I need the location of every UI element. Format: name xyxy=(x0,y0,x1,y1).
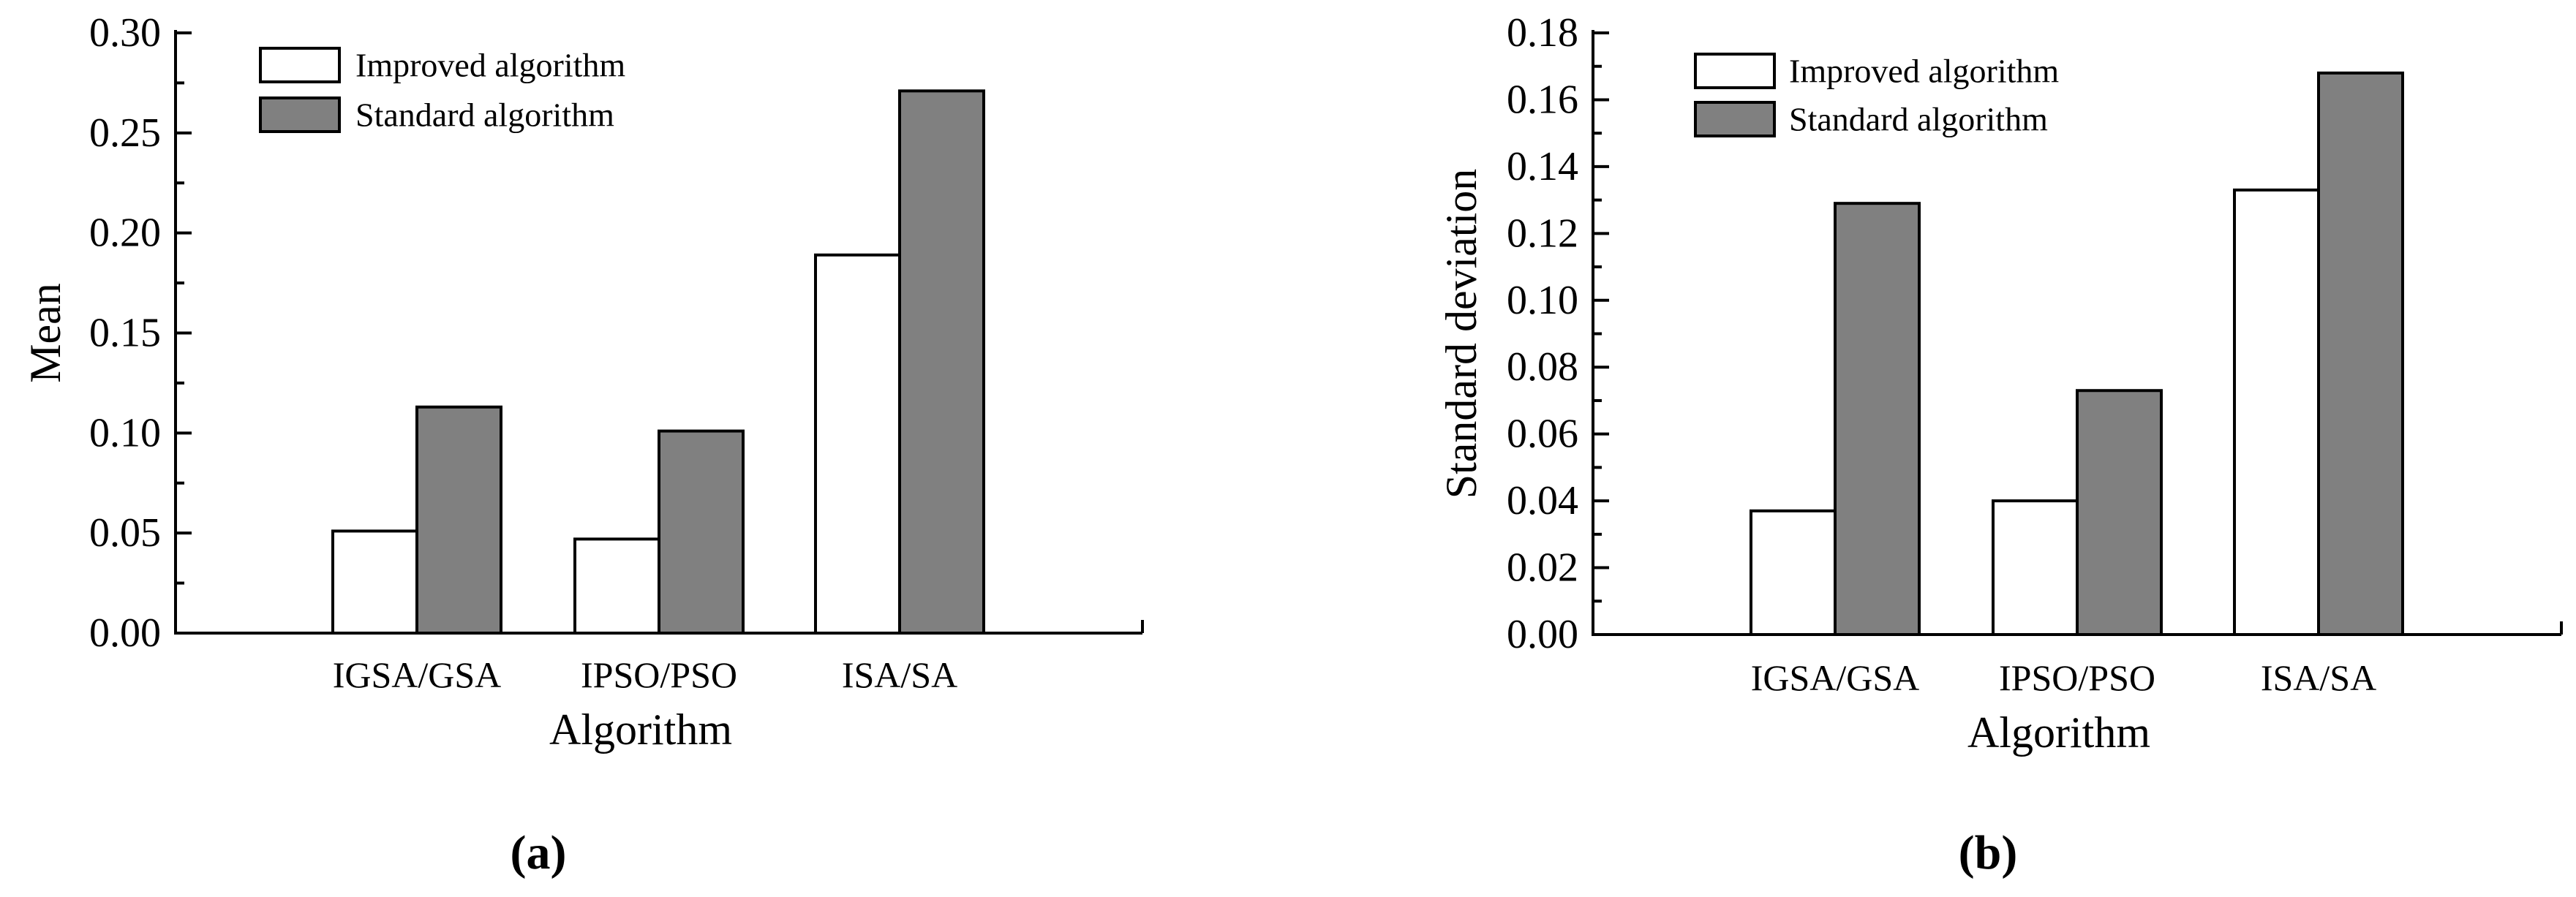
y-tick-label: 0.16 xyxy=(1507,77,1578,122)
bar-standard-1 xyxy=(415,405,502,635)
y-tick-label: 0.14 xyxy=(1507,144,1578,189)
bar-improved-3 xyxy=(2233,188,2320,636)
x-category-label: IGSA/GSA xyxy=(1751,657,1920,698)
x-axis-title: Algorithm xyxy=(1967,708,2150,757)
y-axis-title: Mean xyxy=(21,283,69,383)
y-tick-label: 0.00 xyxy=(1507,612,1578,657)
y-tick-label: 0.04 xyxy=(1507,478,1578,523)
y-tick-label: 0.18 xyxy=(1507,10,1578,56)
y-tick-label: 0.30 xyxy=(89,10,161,56)
bar-improved-1 xyxy=(331,529,418,635)
legend: Improved algorithm Standard algorithm xyxy=(259,47,625,134)
y-tick-label: 0.25 xyxy=(89,110,161,156)
x-category-label: ISA/SA xyxy=(842,654,957,695)
y-tick-label: 0.10 xyxy=(89,410,161,455)
chart-panel-a: 0.00 0.05 0.10 0.15 0.20 0.25 0.30 IGSA/GSA IPSO… xyxy=(21,10,1144,879)
bar-standard-1 xyxy=(1834,202,1921,636)
y-tick-label: 0.10 xyxy=(1507,278,1578,323)
bar-standard-2 xyxy=(658,429,745,635)
y-tick-label: 0.02 xyxy=(1507,545,1578,591)
y-tick-label: 0.06 xyxy=(1507,412,1578,457)
x-category-label: IPSO/PSO xyxy=(1999,657,2155,698)
y-tick-label: 0.05 xyxy=(89,510,161,556)
y-axis-title: Standard deviation xyxy=(1437,169,1485,499)
legend-label-improved: Improved algorithm xyxy=(355,47,625,84)
y-tick-label: 0.00 xyxy=(89,610,161,656)
legend-label-improved: Improved algorithm xyxy=(1789,53,2059,90)
bar-improved-1 xyxy=(1750,509,1837,636)
legend-swatch-improved xyxy=(259,47,341,83)
x-category-label: ISA/SA xyxy=(2261,657,2376,698)
legend-swatch-improved xyxy=(1694,53,1776,89)
bar-standard-3 xyxy=(898,89,985,635)
bar-improved-2 xyxy=(1992,499,2079,636)
bar-improved-3 xyxy=(814,253,901,635)
x-category-label: IGSA/GSA xyxy=(333,654,502,695)
legend: Improved algorithm Standard algorithm xyxy=(1694,53,2059,138)
y-tick-label: 0.08 xyxy=(1507,344,1578,390)
panel-label: (b) xyxy=(1959,826,2018,879)
chart-panel-b: 0.00 0.02 0.04 0.06 0.08 0.10 0.12 0.14 0.16 0.18… xyxy=(1437,10,2563,879)
x-axis-title: Algorithm xyxy=(549,705,732,754)
y-tick-label: 0.20 xyxy=(89,211,161,256)
panel-label: (a) xyxy=(511,826,567,879)
y-tick-label: 0.15 xyxy=(89,311,161,356)
legend-swatch-standard xyxy=(259,96,341,133)
legend-swatch-standard xyxy=(1694,101,1776,137)
legend-label-standard: Standard algorithm xyxy=(355,96,614,134)
bar-standard-2 xyxy=(2076,389,2163,636)
bar-improved-2 xyxy=(573,537,660,635)
legend-label-standard: Standard algorithm xyxy=(1789,101,2048,138)
y-tick-label: 0.12 xyxy=(1507,211,1578,256)
x-category-label: IPSO/PSO xyxy=(581,654,737,695)
bar-standard-3 xyxy=(2317,71,2404,637)
